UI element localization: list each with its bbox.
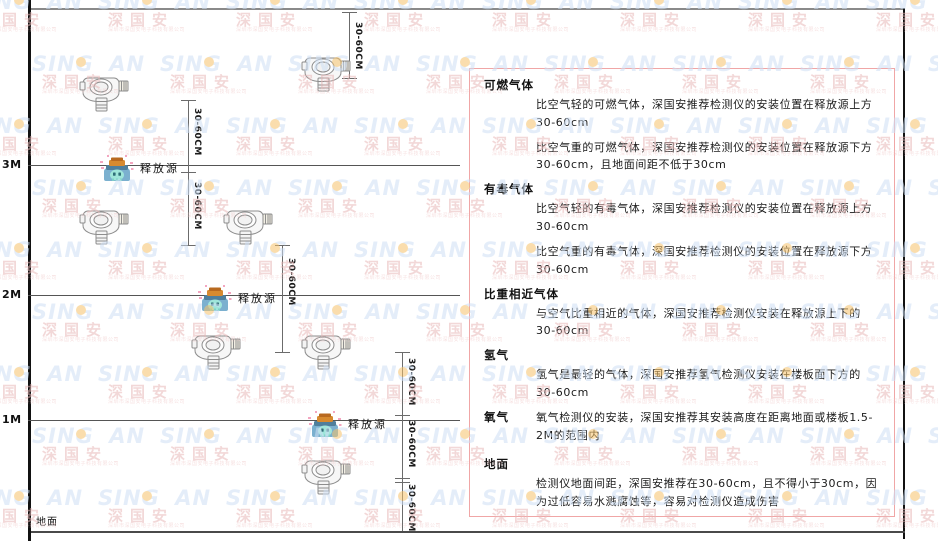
gas-detector-icon bbox=[190, 330, 244, 378]
panel-section-paragraph: 比空气轻的可燃气体，深国安推荐检测仪的安装位置在释放源上方30-60cm bbox=[536, 98, 873, 129]
panel-section-paragraph: 比空气重的有毒气体，深国安推荐检测仪的安装位置在释放源下方30-60cm bbox=[536, 244, 873, 276]
panel-section-paragraph: 氧气检测仪的安装，深国安推荐其安装高度在距离地面或楼板1.5-2M的范围内 bbox=[536, 410, 874, 442]
axis-label-2m: 2M bbox=[2, 288, 22, 301]
dimension-tick bbox=[395, 482, 410, 483]
panel-section-heading: 可燃气体 bbox=[484, 78, 534, 92]
dimension-tick bbox=[342, 78, 357, 79]
level-line-2m bbox=[28, 295, 460, 296]
watermark-logo: SINGoAN深国安深圳市深国安电子科技有限公司 bbox=[32, 424, 146, 467]
dimension-label-30-60cm: 30-60CM bbox=[353, 22, 363, 70]
panel-inline-section: 氧气 氧气检测仪的安装，深国安推荐其安装高度在距离地面或楼板1.5-2M的范围内 bbox=[484, 409, 880, 445]
release-source-label: 释放源 bbox=[238, 292, 277, 305]
watermark-logo: SINGoAN深国安深圳市深国安电子科技有限公司 bbox=[226, 0, 344, 36]
gas-detector-icon bbox=[78, 72, 132, 120]
dimension-line-2m bbox=[282, 245, 283, 352]
panel-section-heading: 氧气 bbox=[484, 409, 509, 424]
watermark-logo: SINGoAN深国安深圳市深国安电子科技有限公司 bbox=[226, 114, 340, 157]
watermark-logo: SINGoAN深国安深圳市深国安电子科技有限公司 bbox=[32, 300, 146, 343]
panel-section-paragraph: 氢气是最轻的气体，深国安推荐氢气检测仪安装在楼板面下方的30-60cm bbox=[536, 368, 861, 399]
dimension-tick bbox=[275, 245, 290, 246]
watermark-logo: SINGoAN深国安深圳市深国安电子科技有限公司 bbox=[866, 0, 938, 36]
dimension-tick bbox=[181, 172, 196, 173]
release-source-icon bbox=[100, 152, 134, 190]
dimension-tick bbox=[395, 352, 410, 353]
level-line-3m bbox=[28, 165, 460, 166]
watermark-logo: SINGoAN深国安深圳市深国安电子科技有限公司 bbox=[98, 486, 212, 529]
dimension-tick bbox=[181, 245, 196, 246]
gas-detector-icon bbox=[222, 205, 276, 253]
watermark-logo: SINGoAN深国安深圳市深国安电子科技有限公司 bbox=[928, 424, 938, 470]
watermark-logo: SINGoAN深国安深圳市深国安电子科技有限公司 bbox=[0, 362, 84, 405]
watermark-logo: SINGoAN深国安深圳市深国安电子科技有限公司 bbox=[610, 0, 728, 36]
frame-top-edge bbox=[28, 8, 905, 10]
panel-section-paragraph: 比空气轻的有毒气体，深国安推荐检测仪的安装位置在释放源上方30-60cm bbox=[536, 202, 873, 234]
dimension-label-30-60cm: 30-60CM bbox=[406, 358, 416, 406]
watermark-logo: SINGoAN深国安深圳市深国安电子科技有限公司 bbox=[738, 0, 856, 36]
frame-bottom-edge bbox=[28, 531, 905, 533]
axis-label-3m: 3M bbox=[2, 158, 22, 171]
dimension-tick bbox=[395, 478, 410, 479]
dimension-tick bbox=[181, 100, 196, 101]
dimension-label-30-60cm: 30-60CM bbox=[192, 108, 202, 156]
gas-detector-icon bbox=[78, 205, 132, 253]
release-source-label: 释放源 bbox=[348, 418, 387, 431]
panel-spacer bbox=[484, 444, 880, 456]
watermark-logo: SINGoAN深国安深圳市深国安电子科技有限公司 bbox=[160, 52, 274, 95]
panel-section-heading: 氢气 bbox=[484, 348, 509, 363]
panel-section-heading: 地面 bbox=[484, 457, 509, 472]
panel-content: 可燃气体 比空气轻的可燃气体，深国安推荐检测仪的安装位置在释放源上方30-60cm… bbox=[470, 69, 894, 511]
panel-section-heading: 比重相近气体 bbox=[484, 286, 559, 301]
dimension-line-top bbox=[349, 12, 350, 78]
release-source-icon bbox=[308, 408, 342, 446]
recommendation-panel: 可燃气体 比空气轻的可燃气体，深国安推荐检测仪的安装位置在释放源上方30-60cm… bbox=[469, 68, 895, 517]
ground-label: 地面 bbox=[36, 517, 58, 528]
axis-label-1m: 1M bbox=[2, 413, 22, 426]
gas-detector-icon bbox=[300, 330, 354, 378]
watermark-logo: SINGoAN深国安深圳市深国安电子科技有限公司 bbox=[928, 300, 938, 346]
level-line-1m bbox=[28, 420, 460, 421]
dimension-label-30-60cm: 30-60CM bbox=[286, 258, 296, 306]
watermark-logo: SINGoAN深国安深圳市深国安电子科技有限公司 bbox=[354, 0, 472, 36]
dimension-tick bbox=[342, 12, 357, 13]
watermark-logo: SINGoAN深国安深圳市深国安电子科技有限公司 bbox=[928, 176, 938, 222]
dimension-line-1m bbox=[402, 352, 403, 531]
panel-section-paragraph: 比空气重的可燃气体，深国安推荐检测仪的安装位置在释放源下方30-60cm，且地面… bbox=[536, 140, 873, 172]
watermark-logo: SINGoAN深国安深圳市深国安电子科技有限公司 bbox=[928, 52, 938, 98]
watermark-logo: SINGoAN深国安深圳市深国安电子科技有限公司 bbox=[0, 0, 88, 36]
panel-section-heading: 有毒气体 bbox=[484, 182, 534, 197]
vertical-height-axis bbox=[28, 0, 31, 541]
gas-detector-icon bbox=[300, 455, 354, 503]
panel-section-paragraph: 与空气比重相近的气体，深国安推荐检测仪安装在释放源上下的30-60cm bbox=[536, 306, 861, 338]
gas-detector-icon bbox=[300, 52, 354, 100]
dimension-label-30-60cm: 30-60CM bbox=[192, 182, 202, 230]
frame-right-edge bbox=[903, 8, 905, 539]
dimension-tick bbox=[395, 415, 410, 416]
release-source-icon bbox=[198, 282, 232, 320]
watermark-logo: SINGoAN深国安深圳市深国安电子科技有限公司 bbox=[98, 0, 216, 36]
watermark-logo: SINGoAN深国安深圳市深国安电子科技有限公司 bbox=[354, 114, 468, 157]
watermark-logo: SINGoAN深国安深圳市深国安电子科技有限公司 bbox=[0, 114, 84, 157]
watermark-logo: SINGoAN深国安深圳市深国安电子科技有限公司 bbox=[0, 238, 84, 281]
dimension-tick bbox=[275, 352, 290, 353]
watermark-logo: SINGoAN深国安深圳市深国安电子科技有限公司 bbox=[354, 238, 468, 281]
panel-section-paragraph: 检测仪地面间距，深国安推荐在30-60cm，且不得小于30cm，因为过低容易水溅… bbox=[536, 477, 878, 509]
dimension-label-30-60cm: 30-60CM bbox=[406, 484, 416, 532]
watermark-logo: SINGoAN深国安深圳市深国安电子科技有限公司 bbox=[160, 424, 274, 467]
watermark-logo: SINGoAN深国安深圳市深国安电子科技有限公司 bbox=[482, 0, 600, 36]
release-source-label: 释放源 bbox=[140, 162, 179, 175]
dimension-label-30-60cm: 30-60CM bbox=[406, 420, 416, 468]
watermark-logo: SINGoAN深国安深圳市深国安电子科技有限公司 bbox=[288, 176, 402, 219]
